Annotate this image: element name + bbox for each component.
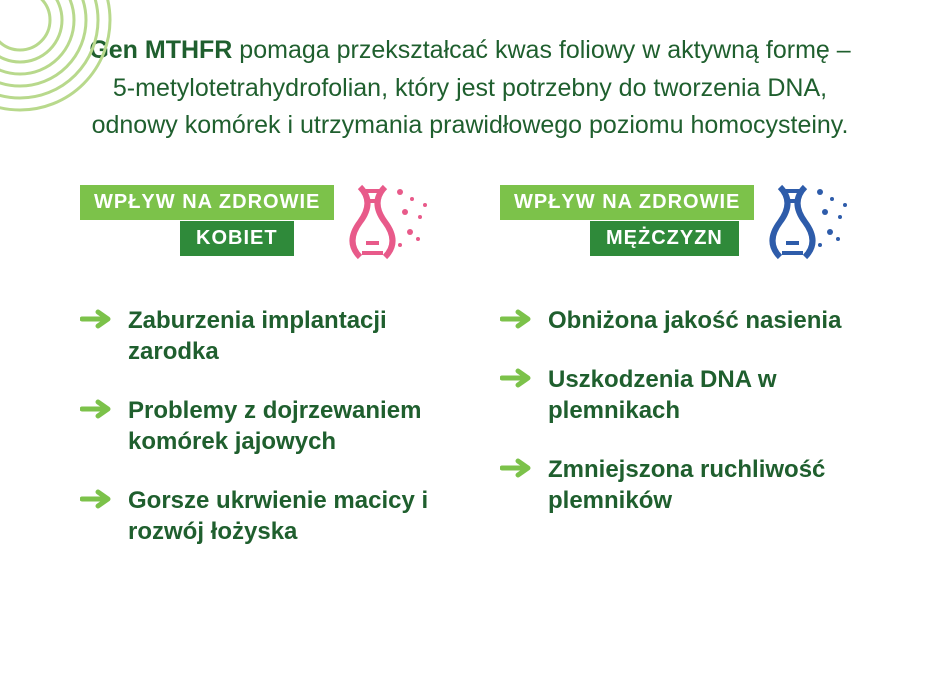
arrow-icon — [500, 309, 534, 329]
header-bar2-men: MĘŻCZYZN — [590, 221, 739, 256]
item-text: Zaburzenia implantacji zarodka — [128, 305, 460, 367]
item-text: Obniżona jakość nasienia — [548, 305, 841, 336]
columns-container: WPŁYW NA ZDROWIE KOBIET — [0, 165, 940, 576]
list-women: Zaburzenia implantacji zarodka Problemy … — [80, 305, 460, 548]
header-bar1-women: WPŁYW NA ZDROWIE — [80, 185, 334, 220]
dna-icon-blue — [760, 177, 855, 267]
list-item: Zaburzenia implantacji zarodka — [80, 305, 460, 367]
column-men: WPŁYW NA ZDROWIE MĘŻCZYZN — [500, 185, 880, 576]
header-men: WPŁYW NA ZDROWIE MĘŻCZYZN — [500, 185, 880, 275]
header-bar2-women: KOBIET — [180, 221, 294, 256]
list-item: Gorsze ukrwienie macicy i rozwój łożyska — [80, 485, 460, 547]
list-men: Obniżona jakość nasienia Uszkodzenia DNA… — [500, 305, 880, 517]
item-text: Problemy z dojrzewaniem komórek jajowych — [128, 395, 460, 457]
list-item: Uszkodzenia DNA w plemnikach — [500, 364, 880, 426]
intro-paragraph: Gen MTHFR pomaga przekształcać kwas foli… — [0, 0, 940, 165]
list-item: Obniżona jakość nasienia — [500, 305, 880, 336]
corner-decoration — [0, 0, 120, 120]
header-women: WPŁYW NA ZDROWIE KOBIET — [80, 185, 460, 275]
arrow-icon — [80, 489, 114, 509]
column-women: WPŁYW NA ZDROWIE KOBIET — [80, 185, 460, 576]
dna-icon-pink — [340, 177, 435, 267]
arrow-icon — [80, 309, 114, 329]
item-text: Zmniejszona ruchliwość plemników — [548, 454, 880, 516]
item-text: Gorsze ukrwienie macicy i rozwój łożyska — [128, 485, 460, 547]
list-item: Problemy z dojrzewaniem komórek jajowych — [80, 395, 460, 457]
arrow-icon — [500, 458, 534, 478]
list-item: Zmniejszona ruchliwość plemników — [500, 454, 880, 516]
header-bar1-men: WPŁYW NA ZDROWIE — [500, 185, 754, 220]
item-text: Uszkodzenia DNA w plemnikach — [548, 364, 880, 426]
arrow-icon — [80, 399, 114, 419]
arrow-icon — [500, 368, 534, 388]
